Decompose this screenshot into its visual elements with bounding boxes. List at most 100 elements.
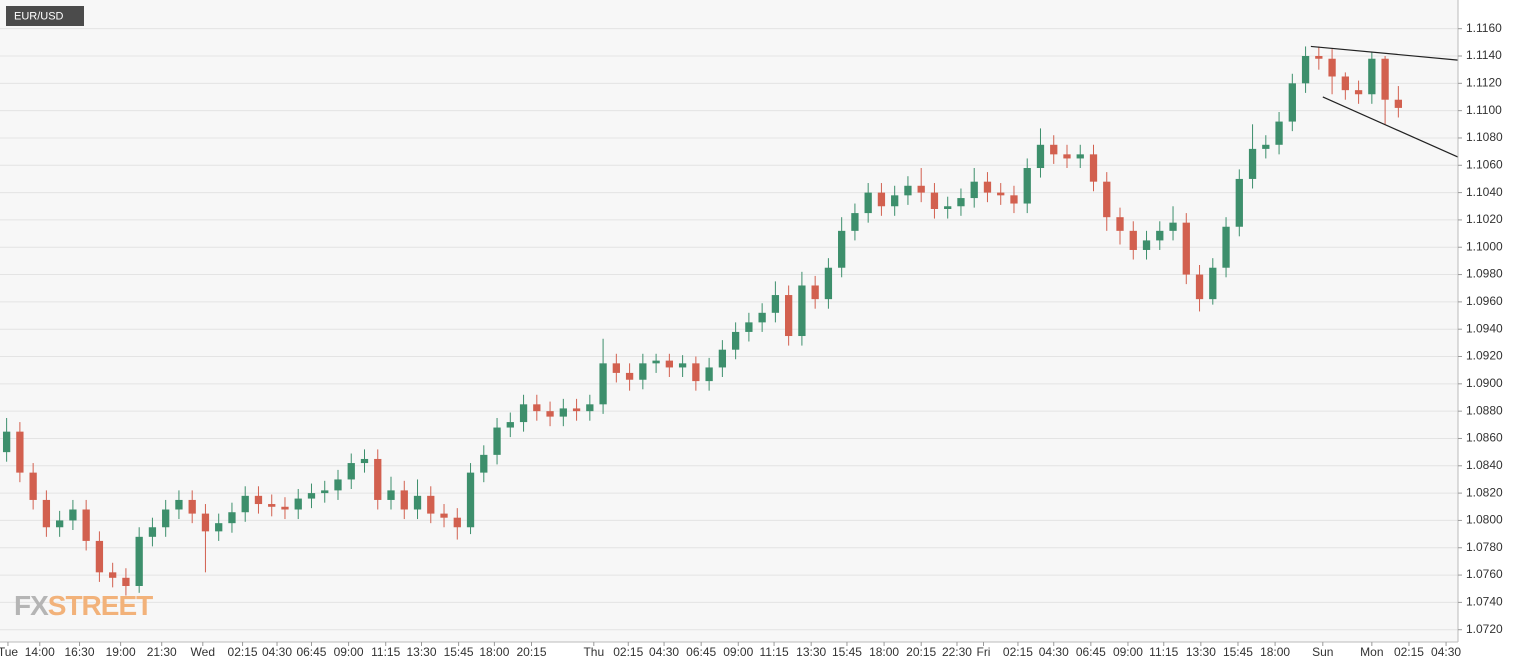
candle-body <box>586 404 594 412</box>
candle-body <box>1315 56 1323 59</box>
candle-body <box>347 463 355 480</box>
candle-body <box>334 479 342 491</box>
candle-body <box>1222 226 1230 268</box>
y-tick-label: 1.0780 <box>1466 540 1503 554</box>
x-tick-label: 15:45 <box>832 645 862 659</box>
x-tick-label: 11:15 <box>1149 645 1178 659</box>
y-tick-label: 1.0720 <box>1466 622 1503 636</box>
y-tick-label: 1.1000 <box>1466 239 1503 253</box>
y-tick-label: 1.0920 <box>1466 349 1503 363</box>
candle-body <box>1301 56 1310 84</box>
x-tick-label: Mon <box>1360 645 1383 659</box>
chart-title: EUR/USD <box>14 10 64 22</box>
x-tick-label: 09:00 <box>723 645 753 659</box>
candle-body <box>82 509 90 541</box>
y-tick-label: 1.0960 <box>1466 294 1503 308</box>
y-tick-label: 1.1020 <box>1466 212 1503 226</box>
candle-body <box>705 367 713 382</box>
x-tick-label: Fri <box>976 645 990 659</box>
candle-body <box>678 363 687 368</box>
candle-body <box>1063 154 1071 159</box>
candle-body <box>731 331 740 350</box>
y-tick-label: 1.0820 <box>1466 485 1503 499</box>
watermark-prefix: FX <box>14 590 49 621</box>
x-tick-label: Thu <box>583 645 604 659</box>
y-tick-label: 1.0880 <box>1466 403 1503 417</box>
candle-body <box>148 527 157 537</box>
x-tick-label: 15:45 <box>1223 645 1253 659</box>
candle-body <box>16 431 24 473</box>
candle-body <box>1394 99 1402 108</box>
candle-body <box>29 472 37 500</box>
candle-body <box>983 181 992 193</box>
x-tick-label: 18:00 <box>869 645 899 659</box>
x-tick-label: 13:30 <box>1186 645 1216 659</box>
candle-body <box>877 192 886 207</box>
candle-body <box>254 495 263 505</box>
candle-body <box>1288 83 1296 122</box>
candle-body <box>930 192 939 209</box>
candle-body <box>453 517 461 528</box>
candle-body <box>162 509 170 528</box>
candle-body <box>1235 178 1243 227</box>
candle-body <box>811 285 819 300</box>
candle-body <box>1169 222 1177 231</box>
candle-body <box>891 195 899 207</box>
y-tick-label: 1.1140 <box>1466 48 1502 62</box>
candle-body <box>824 267 833 300</box>
candle-body <box>506 422 514 428</box>
y-tick-label: 1.0840 <box>1466 458 1503 472</box>
x-tick-label: 15:45 <box>444 645 474 659</box>
x-tick-label: 02:15 <box>1003 645 1033 659</box>
trend-line <box>1310 45 1459 61</box>
x-tick-label: 09:00 <box>334 645 364 659</box>
candle-body <box>652 360 660 364</box>
candle-body <box>546 411 554 417</box>
candle-body <box>281 506 289 510</box>
x-tick-label: 02:15 <box>1394 645 1424 659</box>
x-tick-label: 18:00 <box>1260 645 1290 659</box>
x-tick-label: 16:30 <box>65 645 95 659</box>
candle-body <box>572 408 581 412</box>
y-tick-label: 1.1160 <box>1466 21 1502 35</box>
x-tick-label: 18:00 <box>479 645 509 659</box>
x-tick-label: 02:15 <box>228 645 258 659</box>
candle-body <box>970 181 978 199</box>
candle-body <box>122 577 130 586</box>
y-tick-label: 1.0860 <box>1466 431 1503 445</box>
candle-body <box>135 536 143 586</box>
candle-body <box>1209 267 1217 300</box>
watermark-suffix: STREET <box>48 590 153 621</box>
x-tick-label: 14:00 <box>25 645 55 659</box>
y-tick-label: 1.0900 <box>1466 376 1503 390</box>
candle-body <box>1182 222 1190 275</box>
candle-body <box>944 206 952 209</box>
candle-body <box>639 363 647 380</box>
candle-body <box>374 458 382 500</box>
candle-body <box>1381 58 1389 100</box>
candle-body <box>1116 217 1124 231</box>
y-tick-label: 1.1100 <box>1466 103 1502 117</box>
y-tick-label: 1.0980 <box>1466 267 1503 281</box>
x-tick-label: Tue <box>0 645 18 659</box>
candle-body <box>228 512 236 524</box>
candle-body <box>493 427 501 455</box>
candle-body <box>307 493 316 499</box>
x-tick-label: Sun <box>1312 645 1333 659</box>
candle-body <box>745 322 753 332</box>
candle-body <box>798 285 806 337</box>
x-tick-label: 04:30 <box>1431 645 1461 659</box>
x-tick-label: 04:30 <box>649 645 679 659</box>
y-tick-label: 1.1040 <box>1466 185 1503 199</box>
x-tick-label: 11:15 <box>759 645 788 659</box>
x-tick-label: 11:15 <box>371 645 400 659</box>
candle-body <box>864 192 872 214</box>
candle-body <box>758 312 766 323</box>
y-tick-label: 1.0940 <box>1466 321 1503 335</box>
candle-body <box>1089 154 1098 182</box>
y-tick-label: 1.1120 <box>1466 75 1502 89</box>
candle-body <box>1023 168 1031 204</box>
candle-body <box>957 198 965 207</box>
candle-body <box>1328 58 1336 77</box>
